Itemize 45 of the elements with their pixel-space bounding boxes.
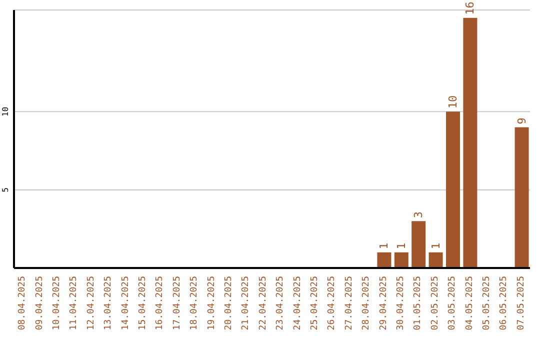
x-tick-label: 30.04.2025 bbox=[396, 276, 406, 330]
data-label: 9 bbox=[515, 118, 528, 124]
x-tick-label: 09.04.2025 bbox=[34, 276, 45, 330]
x-tick-label: 11.04.2025 bbox=[69, 276, 80, 330]
x-tick-label: 12.04.2025 bbox=[86, 276, 96, 330]
x-tick-label: 07.05.2025 bbox=[516, 276, 526, 330]
data-label: 1 bbox=[394, 242, 408, 250]
x-tick-label: 16.04.2025 bbox=[155, 276, 166, 330]
x-tick-label: 05.05.2025 bbox=[482, 276, 492, 330]
x-tick-label: 27.04.2025 bbox=[344, 276, 354, 330]
x-tick-label: 24.04.2025 bbox=[292, 276, 303, 330]
bar bbox=[428, 252, 443, 268]
data-label: 10 bbox=[446, 95, 460, 109]
data-label: 1 bbox=[429, 242, 442, 250]
x-tick-label: 10.04.2025 bbox=[52, 276, 62, 330]
x-tick-label: 02.05.2025 bbox=[430, 276, 440, 330]
x-tick-label: 06.05.2025 bbox=[499, 276, 510, 330]
data-label: 1 bbox=[378, 242, 391, 250]
x-tick-label: 23.04.2025 bbox=[276, 276, 286, 330]
x-tick-label: 03.05.2025 bbox=[448, 276, 458, 330]
x-tick-label: 26.04.2025 bbox=[327, 276, 338, 330]
x-tick-label: 22.04.2025 bbox=[258, 276, 268, 330]
x-tick-label: 13.04.2025 bbox=[104, 276, 114, 330]
bar bbox=[394, 252, 408, 268]
x-tick-label: 20.04.2025 bbox=[224, 276, 234, 330]
bar bbox=[463, 18, 478, 268]
bar bbox=[446, 112, 460, 268]
x-tick-label: 18.04.2025 bbox=[190, 276, 200, 330]
x-tick-label: 14.04.2025 bbox=[120, 276, 131, 330]
data-label: 16 bbox=[464, 2, 477, 15]
x-tick-label: 29.04.2025 bbox=[378, 276, 389, 330]
bar bbox=[412, 221, 426, 268]
bar bbox=[377, 252, 392, 268]
x-tick-label: 08.04.2025 bbox=[18, 276, 28, 330]
x-tick-label: 19.04.2025 bbox=[206, 276, 217, 330]
x-tick-label: 25.04.2025 bbox=[310, 276, 320, 330]
bar bbox=[514, 127, 529, 268]
x-tick-label: 28.04.2025 bbox=[362, 276, 372, 330]
x-tick-label: 21.04.2025 bbox=[241, 276, 252, 330]
x-tick-label: 04.05.2025 bbox=[464, 276, 475, 330]
data-label: 3 bbox=[412, 211, 426, 218]
x-tick-label: 17.04.2025 bbox=[172, 276, 182, 330]
y-tick-label: 5 bbox=[1, 187, 10, 192]
x-tick-label: 15.04.2025 bbox=[138, 276, 148, 330]
x-tick-label: 01.05.2025 bbox=[413, 276, 424, 330]
